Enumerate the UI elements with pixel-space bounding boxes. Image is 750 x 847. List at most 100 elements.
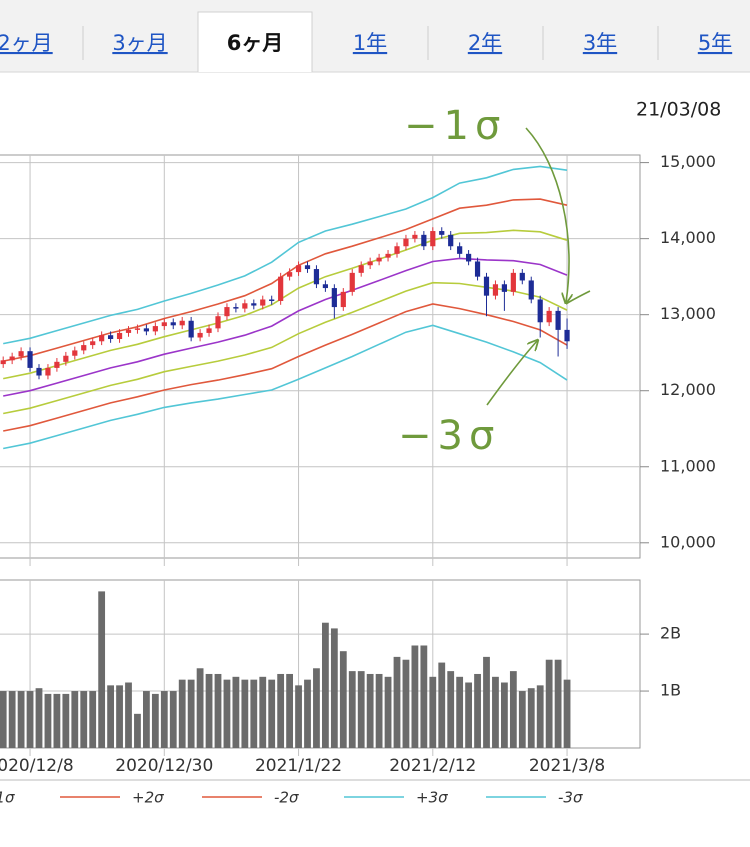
candle-body [519, 272, 525, 281]
candle-body [385, 253, 391, 258]
y-tick-label: 13,000 [660, 304, 716, 323]
x-tick-label: 2020/12/30 [115, 756, 213, 776]
tab[interactable]: 6ヶ月 [227, 31, 284, 55]
candle-body [510, 272, 516, 292]
legend-label: -2σ [274, 789, 299, 807]
tab[interactable]: 3ヶ月 [112, 31, 167, 55]
candle-body [403, 238, 409, 247]
x-tick-label: 2020/12/8 [0, 756, 74, 776]
volume-bar [71, 691, 79, 748]
tab[interactable]: 2年 [468, 31, 502, 55]
candle-body [546, 310, 552, 323]
volume-bar [214, 673, 222, 748]
candle-body [412, 234, 418, 239]
candle-body [63, 355, 69, 362]
volume-bar [107, 685, 114, 748]
candle-body [394, 246, 400, 254]
candle-body [90, 341, 96, 346]
volume-bar [53, 693, 61, 748]
candle-body [501, 284, 507, 292]
candle-body [269, 299, 275, 301]
volume-bar [187, 679, 195, 748]
arrow [486, 341, 537, 406]
x-tick-label: 2021/3/8 [529, 756, 605, 776]
volume-bar [429, 676, 437, 748]
tab[interactable]: 1年 [353, 31, 387, 55]
candle-body [125, 329, 132, 333]
tab[interactable]: 5年 [698, 31, 732, 55]
candle-body [340, 291, 346, 308]
volume-bar [518, 691, 526, 748]
volume-bar [232, 676, 240, 748]
volume-bar [339, 651, 347, 748]
annotation: −3σ [398, 413, 500, 459]
tab[interactable]: 2ヶ月 [0, 31, 53, 55]
volume-bar [286, 673, 293, 748]
plot-area [0, 154, 641, 559]
volume-bar [527, 688, 535, 748]
arrow [565, 290, 591, 305]
y-tick-label: 1B [660, 681, 681, 700]
candle-body [448, 234, 454, 247]
tab-bar [0, 0, 750, 72]
candle-body [0, 360, 6, 365]
annotation: −1σ [404, 103, 506, 149]
tab[interactable]: 3年 [583, 31, 617, 55]
candle-body [430, 231, 436, 247]
y-tick-label: 14,000 [660, 228, 716, 247]
candle-body [483, 276, 490, 296]
candle-body [45, 367, 51, 376]
volume-bar [196, 668, 204, 748]
candle-body [72, 350, 78, 356]
candle-body [260, 299, 266, 306]
candle-body [116, 332, 123, 340]
volume-bar [205, 673, 213, 748]
candle-body [188, 320, 194, 338]
volume-bar [8, 691, 16, 748]
candle-body [492, 284, 499, 296]
volume-bar [160, 691, 168, 748]
volume-bar [223, 679, 231, 748]
candle-body [81, 345, 87, 351]
volume-bar [26, 691, 34, 748]
volume-bar [98, 591, 106, 748]
volume-bar [447, 671, 455, 748]
arrow [525, 127, 569, 302]
y-tick-label: 11,000 [660, 456, 716, 475]
y-tick-label: 12,000 [660, 380, 716, 399]
volume-bar [465, 682, 472, 748]
candle-body [295, 265, 302, 273]
candle-body [143, 328, 149, 332]
x-tick-label: 2021/1/22 [255, 756, 342, 776]
volume-bar [134, 713, 141, 748]
candle-body [278, 276, 284, 301]
volume-bar [563, 679, 571, 748]
candle-body [179, 320, 185, 326]
candle-body [99, 335, 105, 342]
volume-bar [375, 673, 383, 748]
volume-bar [438, 662, 446, 748]
volume-bar [348, 671, 356, 748]
y-tick-label: 15,000 [660, 152, 716, 171]
candle-body [304, 265, 311, 270]
candle-body [564, 329, 570, 342]
volume-bar [295, 685, 302, 748]
candle-body [36, 367, 42, 376]
volume-bar [393, 656, 401, 748]
volume-bar [169, 691, 177, 748]
candle-body [376, 257, 382, 262]
volume-bar [483, 656, 490, 748]
volume-bar [330, 628, 338, 748]
candle-body [161, 322, 167, 327]
volume-bar [178, 679, 186, 748]
volume-bar [322, 622, 329, 748]
candle-body [9, 356, 15, 361]
candle-body [421, 234, 427, 247]
candle-body [170, 322, 176, 326]
candle-body [224, 307, 230, 317]
candle-body [152, 326, 158, 332]
volume-bar [492, 676, 499, 748]
volume-bar [89, 691, 97, 748]
candle-body [528, 280, 534, 300]
